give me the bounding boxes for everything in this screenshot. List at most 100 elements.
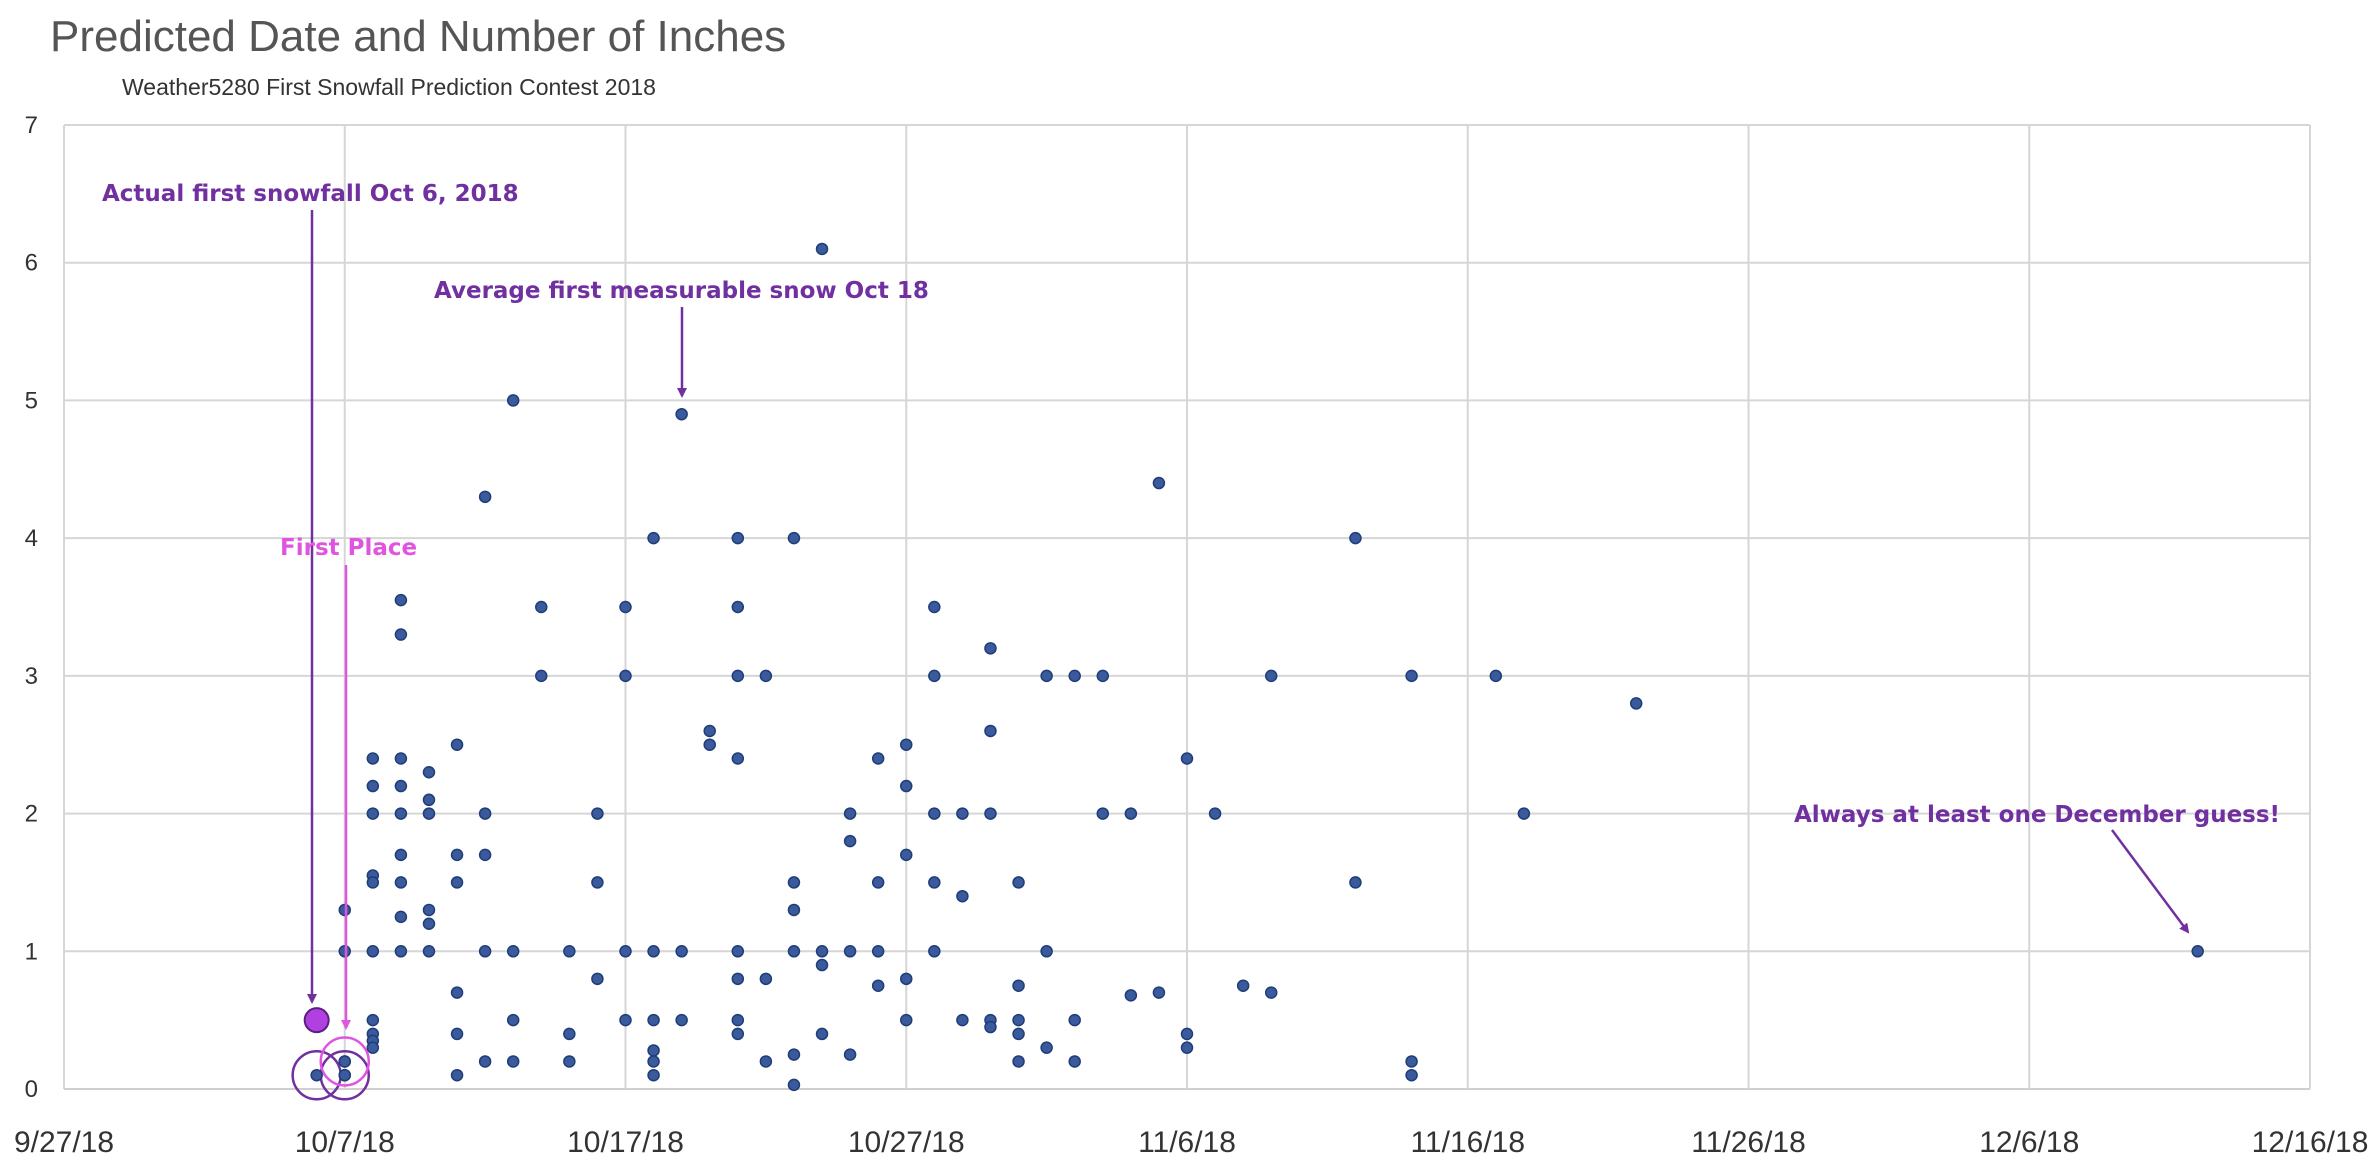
data-point <box>759 1055 773 1068</box>
data-point <box>394 752 408 765</box>
x-tick-label: 11/6/18 <box>1138 1126 1236 1159</box>
data-point <box>450 1027 464 1041</box>
data-point <box>450 848 464 862</box>
x-tick-label: 12/16/18 <box>2252 1126 2369 1159</box>
data-point <box>1489 669 1503 683</box>
data-point <box>1405 669 1418 683</box>
data-point <box>1096 669 1110 683</box>
y-tick-label: 7 <box>25 112 38 139</box>
data-point <box>1124 807 1138 820</box>
data-point <box>1180 1041 1194 1054</box>
x-tick-label: 12/6/18 <box>1979 1126 2079 1159</box>
data-point <box>647 1044 660 1057</box>
data-points <box>303 242 2204 1092</box>
data-point <box>843 1048 857 1061</box>
data-point <box>787 1078 801 1092</box>
data-point <box>366 945 380 958</box>
annotations: Actual first snowfall Oct 6, 2018 Averag… <box>102 181 2280 1030</box>
data-point <box>956 1013 969 1027</box>
data-point <box>506 945 520 958</box>
data-point <box>871 979 885 992</box>
data-point <box>1405 1068 1418 1082</box>
data-point <box>394 628 408 641</box>
data-point <box>366 1041 380 1054</box>
data-point <box>787 531 801 545</box>
data-point <box>815 945 829 958</box>
data-point <box>1349 876 1362 889</box>
data-point <box>2191 945 2204 958</box>
annotation-average: Average first measurable snow Oct 18 <box>434 278 929 304</box>
data-point <box>366 807 380 820</box>
actual-snowfall-point <box>303 1007 330 1034</box>
x-tick-label: 10/7/18 <box>295 1126 395 1159</box>
data-point <box>1040 669 1053 683</box>
data-point <box>422 903 436 917</box>
data-point <box>675 945 688 958</box>
data-point <box>787 876 801 889</box>
annotation-first-place: First Place <box>280 535 417 561</box>
data-point <box>703 724 716 738</box>
data-point <box>478 848 492 862</box>
y-tick-label: 5 <box>25 387 38 414</box>
data-point <box>1068 1055 1081 1068</box>
data-point <box>703 738 716 751</box>
y-tick-label: 3 <box>25 663 38 690</box>
data-point <box>366 1013 380 1027</box>
x-tick-label: 10/17/18 <box>567 1126 684 1159</box>
data-point <box>1152 476 1166 490</box>
data-point <box>1068 669 1081 683</box>
data-point <box>815 958 829 972</box>
y-tick-label: 0 <box>25 1076 38 1103</box>
data-point <box>1012 1027 1025 1041</box>
data-point <box>1012 1013 1025 1027</box>
data-point <box>450 738 464 751</box>
data-point <box>647 531 660 545</box>
data-point <box>394 876 408 889</box>
data-point <box>984 642 997 655</box>
data-point <box>843 807 857 820</box>
data-point <box>478 945 492 958</box>
data-point <box>731 972 745 986</box>
data-point <box>478 807 492 820</box>
data-point <box>563 1027 576 1041</box>
data-point <box>1629 697 1643 710</box>
data-point <box>843 945 857 958</box>
data-point <box>928 876 941 889</box>
annotation-actual: Actual first snowfall Oct 6, 2018 <box>102 181 519 207</box>
data-point <box>1208 807 1222 820</box>
data-point <box>450 986 464 999</box>
data-point <box>928 945 941 958</box>
data-point <box>591 972 604 986</box>
data-point <box>731 531 745 545</box>
data-point <box>591 876 604 889</box>
y-tick-label: 2 <box>25 801 38 828</box>
data-point <box>563 945 576 958</box>
data-point <box>647 1013 660 1027</box>
x-tick-label: 10/27/18 <box>848 1126 965 1159</box>
data-point <box>900 738 913 751</box>
data-point <box>478 490 492 504</box>
data-point <box>619 945 632 958</box>
data-point <box>731 1013 745 1027</box>
data-point <box>1096 807 1110 820</box>
data-point <box>1040 945 1053 958</box>
data-point <box>1180 752 1194 765</box>
data-point <box>1180 1027 1194 1041</box>
data-point <box>956 889 969 903</box>
annotation-arrow-december <box>2110 829 2190 934</box>
data-point <box>506 1013 520 1027</box>
data-point <box>1152 986 1166 999</box>
data-point <box>731 1027 745 1041</box>
data-point <box>394 779 408 793</box>
data-point <box>422 945 436 958</box>
data-point <box>535 669 548 683</box>
y-tick-label: 1 <box>25 938 38 965</box>
highlight-circle <box>319 1036 370 1087</box>
data-point <box>478 1055 492 1068</box>
data-point <box>647 1068 660 1082</box>
data-point <box>871 876 885 889</box>
data-point <box>1264 669 1278 683</box>
data-point <box>394 848 408 862</box>
data-point <box>422 917 436 930</box>
data-point <box>928 807 941 820</box>
